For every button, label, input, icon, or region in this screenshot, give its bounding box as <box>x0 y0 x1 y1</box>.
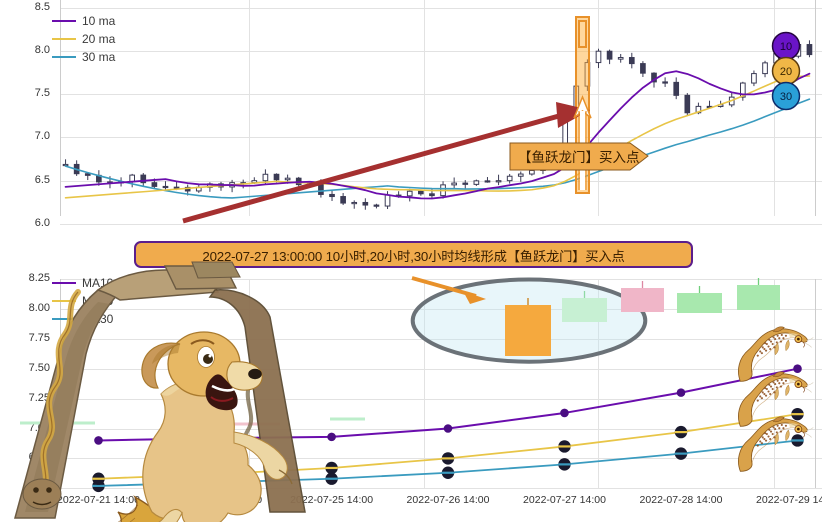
svg-text:30: 30 <box>780 91 792 103</box>
svg-text:20: 20 <box>780 66 792 78</box>
svg-text:【鱼跃龙门】买入点: 【鱼跃龙门】买入点 <box>518 149 640 165</box>
svg-text:10: 10 <box>780 41 792 53</box>
